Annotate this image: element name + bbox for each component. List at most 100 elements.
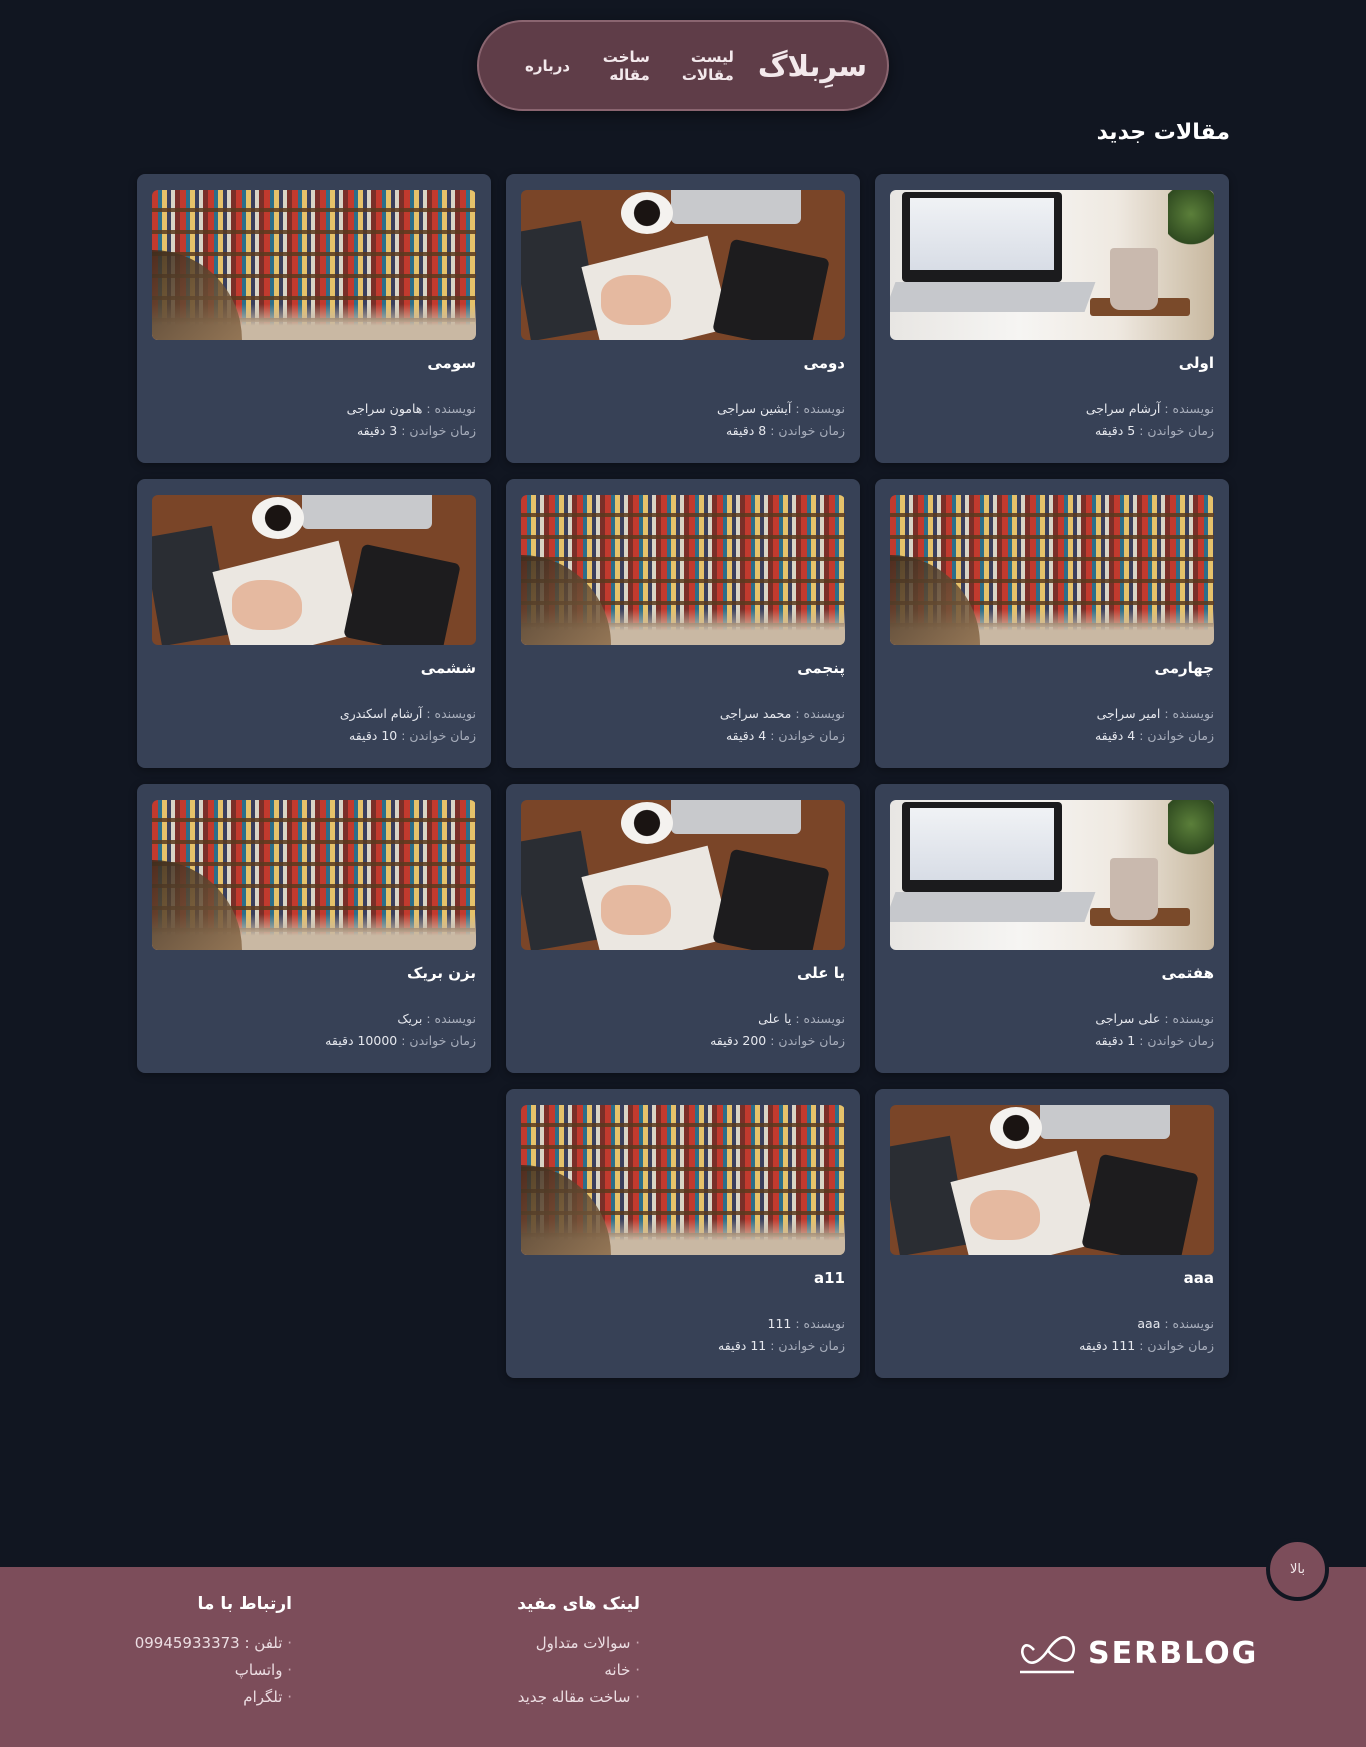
footer <box>0 1567 1366 1747</box>
author-name: علی سراجی <box>1095 1011 1161 1026</box>
footer-link-faq[interactable]: سوالات متداول <box>517 1634 640 1652</box>
nav-link-create-article[interactable]: ساخت مقاله <box>602 47 650 84</box>
article-card[interactable]: چهارمی نویسنده : امیر سراجی زمان خواندن : … <box>875 479 1229 768</box>
article-read-time: زمان خواندن : 4 دقیقه <box>890 727 1214 745</box>
article-title[interactable]: دومی <box>803 354 845 372</box>
read-time-label: زمان خواندن : <box>770 422 845 438</box>
read-time-value: 10000 دقیقه <box>325 1032 398 1048</box>
nav-link-article-list[interactable]: لیست مقالات <box>681 47 734 84</box>
article-read-time: زمان خواندن : 4 دقیقه <box>521 727 845 745</box>
author-name: آرشام اسکندری <box>339 706 423 721</box>
article-card[interactable]: سومی نویسنده : هامون سراجی زمان خواندن : 3… <box>137 174 491 463</box>
footer-link-home[interactable]: خانه <box>517 1661 640 1679</box>
article-card[interactable]: ششمی نویسنده : آرشام اسکندری زمان خواندن :… <box>137 479 491 768</box>
article-author: نویسنده : محمد سراجی <box>521 705 845 723</box>
author-label: نویسنده : <box>1164 401 1214 416</box>
useful-links: لینک های مفید سوالات متداول خانه ساخت مق… <box>517 1594 640 1715</box>
read-time-value: 3 دقیقه <box>356 422 398 438</box>
article-title[interactable]: aaa <box>1183 1269 1214 1287</box>
article-title[interactable]: سومی <box>427 354 476 372</box>
author-name: بریک <box>397 1011 423 1026</box>
article-title[interactable]: اولی <box>1178 354 1214 372</box>
article-card[interactable]: اولی نویسنده : آرشام سراجی زمان خواندن : 5… <box>875 174 1229 463</box>
article-card[interactable]: پنجمی نویسنده : محمد سراجی زمان خواندن : 4… <box>506 479 860 768</box>
article-read-time: زمان خواندن : 200 دقیقه <box>521 1032 845 1050</box>
read-time-value: 4 دقیقه <box>1094 727 1136 743</box>
author-name: هامون سراجی <box>346 401 423 416</box>
article-author: نویسنده : aaa <box>890 1315 1214 1333</box>
article-thumbnail[interactable] <box>521 495 845 645</box>
author-name: آرشام سراجی <box>1085 401 1161 416</box>
author-name: 111 <box>767 1316 792 1331</box>
contact-whatsapp[interactable]: واتساپ <box>135 1661 292 1679</box>
article-card[interactable]: a11 نویسنده : 111 زمان خواندن : 11 دقیقه <box>506 1089 860 1378</box>
contact-us: ارتباط با ما تلفن : 09945933373 واتساپ ت… <box>135 1594 292 1715</box>
article-read-time: زمان خواندن : 10000 دقیقه <box>152 1032 476 1050</box>
infinity-logo-icon <box>1016 1630 1080 1676</box>
read-time-label: زمان خواندن : <box>401 422 476 438</box>
article-thumbnail[interactable] <box>890 495 1214 645</box>
article-title[interactable]: بزن بریک <box>407 964 476 982</box>
read-time-value: 5 دقیقه <box>1094 422 1136 438</box>
article-title[interactable]: ششمی <box>420 659 476 677</box>
article-card[interactable]: aaa نویسنده : aaa زمان خواندن : 111 دقیقه <box>875 1089 1229 1378</box>
read-time-value: 1 دقیقه <box>1094 1032 1136 1048</box>
article-read-time: زمان خواندن : 5 دقیقه <box>890 422 1214 440</box>
article-card[interactable]: دومی نویسنده : آیشین سراجی زمان خواندن : 8… <box>506 174 860 463</box>
author-label: نویسنده : <box>426 401 476 416</box>
author-label: نویسنده : <box>1164 1316 1214 1331</box>
article-author: نویسنده : علی سراجی <box>890 1010 1214 1028</box>
footer-link-new-article[interactable]: ساخت مقاله جدید <box>517 1688 640 1706</box>
article-read-time: زمان خواندن : 3 دقیقه <box>152 422 476 440</box>
article-thumbnail[interactable] <box>890 190 1214 340</box>
article-read-time: زمان خواندن : 1 دقیقه <box>890 1032 1214 1050</box>
articles-grid: اولی نویسنده : آرشام سراجی زمان خواندن : 5… <box>137 174 1229 1378</box>
article-thumbnail[interactable] <box>890 800 1214 950</box>
author-label: نویسنده : <box>426 1011 476 1026</box>
contact-title: ارتباط با ما <box>197 1594 293 1614</box>
back-to-top-button[interactable]: بالا <box>1266 1538 1329 1601</box>
article-card[interactable]: یا علی نویسنده : یا علی زمان خواندن : 200 … <box>506 784 860 1073</box>
article-title[interactable]: یا علی <box>796 964 845 982</box>
read-time-value: 11 دقیقه <box>718 1337 767 1353</box>
read-time-label: زمان خواندن : <box>770 727 845 743</box>
read-time-label: زمان خواندن : <box>770 1337 845 1353</box>
contact-telegram[interactable]: تلگرام <box>135 1688 292 1706</box>
article-thumbnail[interactable] <box>152 190 476 340</box>
section-title: مقالات جدید <box>1096 120 1230 145</box>
article-thumbnail[interactable] <box>521 1105 845 1255</box>
nav-link-about[interactable]: درباره <box>525 56 571 75</box>
author-label: نویسنده : <box>795 706 845 721</box>
read-time-value: 111 دقیقه <box>1079 1337 1136 1353</box>
read-time-label: زمان خواندن : <box>401 727 476 743</box>
article-read-time: زمان خواندن : 11 دقیقه <box>521 1337 845 1355</box>
article-thumbnail[interactable] <box>152 495 476 645</box>
article-author: نویسنده : یا علی <box>521 1010 845 1028</box>
article-title[interactable]: پنجمی <box>797 659 845 677</box>
author-label: نویسنده : <box>795 1011 845 1026</box>
article-author: نویسنده : آرشام سراجی <box>890 400 1214 418</box>
article-read-time: زمان خواندن : 10 دقیقه <box>152 727 476 745</box>
read-time-value: 10 دقیقه <box>349 727 398 743</box>
read-time-label: زمان خواندن : <box>401 1032 476 1048</box>
read-time-label: زمان خواندن : <box>1139 1337 1214 1353</box>
author-name: امیر سراجی <box>1096 706 1161 721</box>
article-card[interactable]: بزن بریک نویسنده : بریک زمان خواندن : 1000… <box>137 784 491 1073</box>
footer-logo[interactable]: SERBLOG <box>1016 1630 1258 1676</box>
article-thumbnail[interactable] <box>521 800 845 950</box>
article-title[interactable]: هفتمی <box>1161 964 1214 982</box>
article-thumbnail[interactable] <box>152 800 476 950</box>
article-title[interactable]: چهارمی <box>1154 659 1214 677</box>
article-author: نویسنده : بریک <box>152 1010 476 1028</box>
logo-text: SERBLOG <box>1088 1635 1259 1671</box>
article-card[interactable]: هفتمی نویسنده : علی سراجی زمان خواندن : 1 … <box>875 784 1229 1073</box>
author-label: نویسنده : <box>1164 1011 1214 1026</box>
author-name: یا علی <box>758 1011 792 1026</box>
read-time-label: زمان خواندن : <box>1139 1032 1214 1048</box>
brand-logo[interactable]: سرِبلاگ <box>757 48 867 83</box>
author-label: نویسنده : <box>795 401 845 416</box>
author-label: نویسنده : <box>1164 706 1214 721</box>
article-title[interactable]: a11 <box>814 1269 845 1287</box>
article-thumbnail[interactable] <box>521 190 845 340</box>
article-thumbnail[interactable] <box>890 1105 1214 1255</box>
